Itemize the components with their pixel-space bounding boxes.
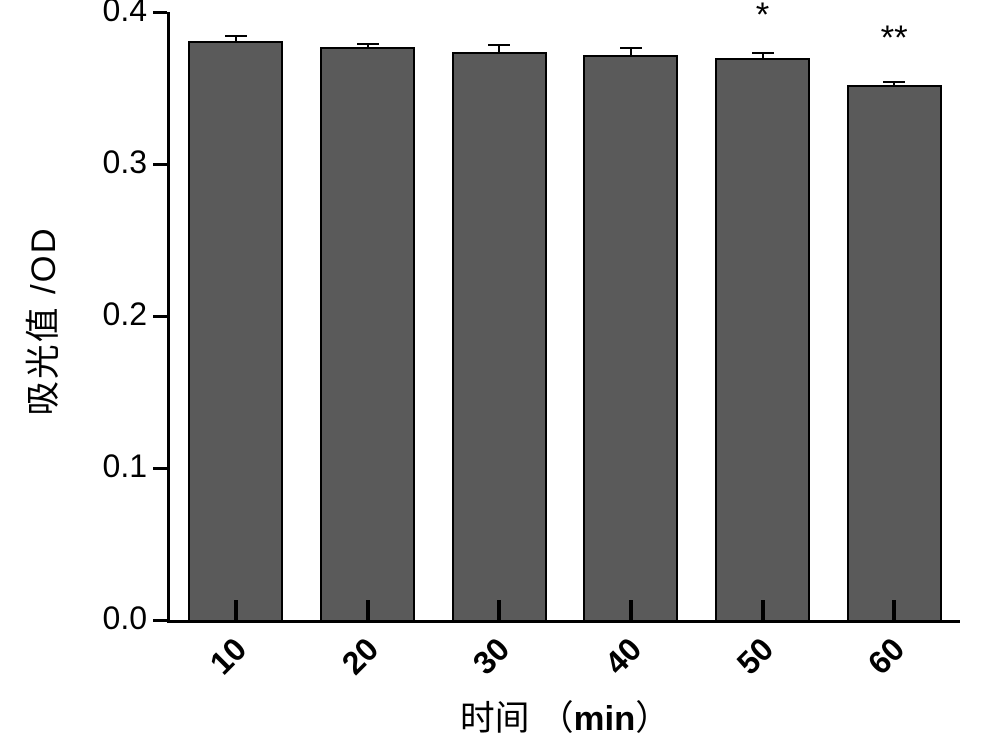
bar <box>452 52 547 620</box>
y-tick-label: 0.4 <box>67 0 147 29</box>
errorbar-cap <box>225 35 247 37</box>
errorbar-cap <box>620 47 642 49</box>
significance-annotation: * <box>723 0 803 35</box>
bar <box>715 58 810 620</box>
errorbar-cap <box>488 44 510 46</box>
y-tick <box>153 467 167 470</box>
x-tick-label: 60 <box>844 614 929 699</box>
bar <box>583 55 678 620</box>
significance-annotation: ** <box>854 19 934 58</box>
y-tick <box>153 619 167 622</box>
x-tick-label: 30 <box>449 614 534 699</box>
bar <box>188 41 283 620</box>
errorbar-cap <box>752 52 774 54</box>
x-tick-label: 50 <box>712 614 797 699</box>
y-axis <box>167 12 170 623</box>
y-tick-label: 0.1 <box>67 448 147 485</box>
x-tick-label: 10 <box>185 614 270 699</box>
x-axis-title: 时间 （min） <box>425 690 705 740</box>
y-tick <box>153 315 167 318</box>
x-axis-title-unit: min <box>574 700 636 738</box>
bar <box>847 85 942 620</box>
errorbar-cap <box>357 43 379 45</box>
x-tick-label: 40 <box>580 614 665 699</box>
y-tick-label: 0.2 <box>67 296 147 333</box>
plot-area <box>170 12 960 620</box>
y-tick <box>153 163 167 166</box>
y-tick <box>153 11 167 14</box>
x-tick-label: 20 <box>317 614 402 699</box>
errorbar-cap <box>883 81 905 83</box>
y-tick-label: 0.3 <box>67 144 147 181</box>
x-axis <box>167 620 960 623</box>
x-axis-title-suffix: ） <box>635 700 670 738</box>
x-axis-title-prefix: 时间 （ <box>460 700 574 738</box>
bar <box>320 47 415 620</box>
figure: 吸光值 /OD 时间 （min） 0.0 0.1 0.2 0.3 0.4 10 20 30 40… <box>0 0 1000 737</box>
y-tick-label: 0.0 <box>67 600 147 637</box>
y-axis-title: 吸光值 /OD <box>15 171 65 471</box>
